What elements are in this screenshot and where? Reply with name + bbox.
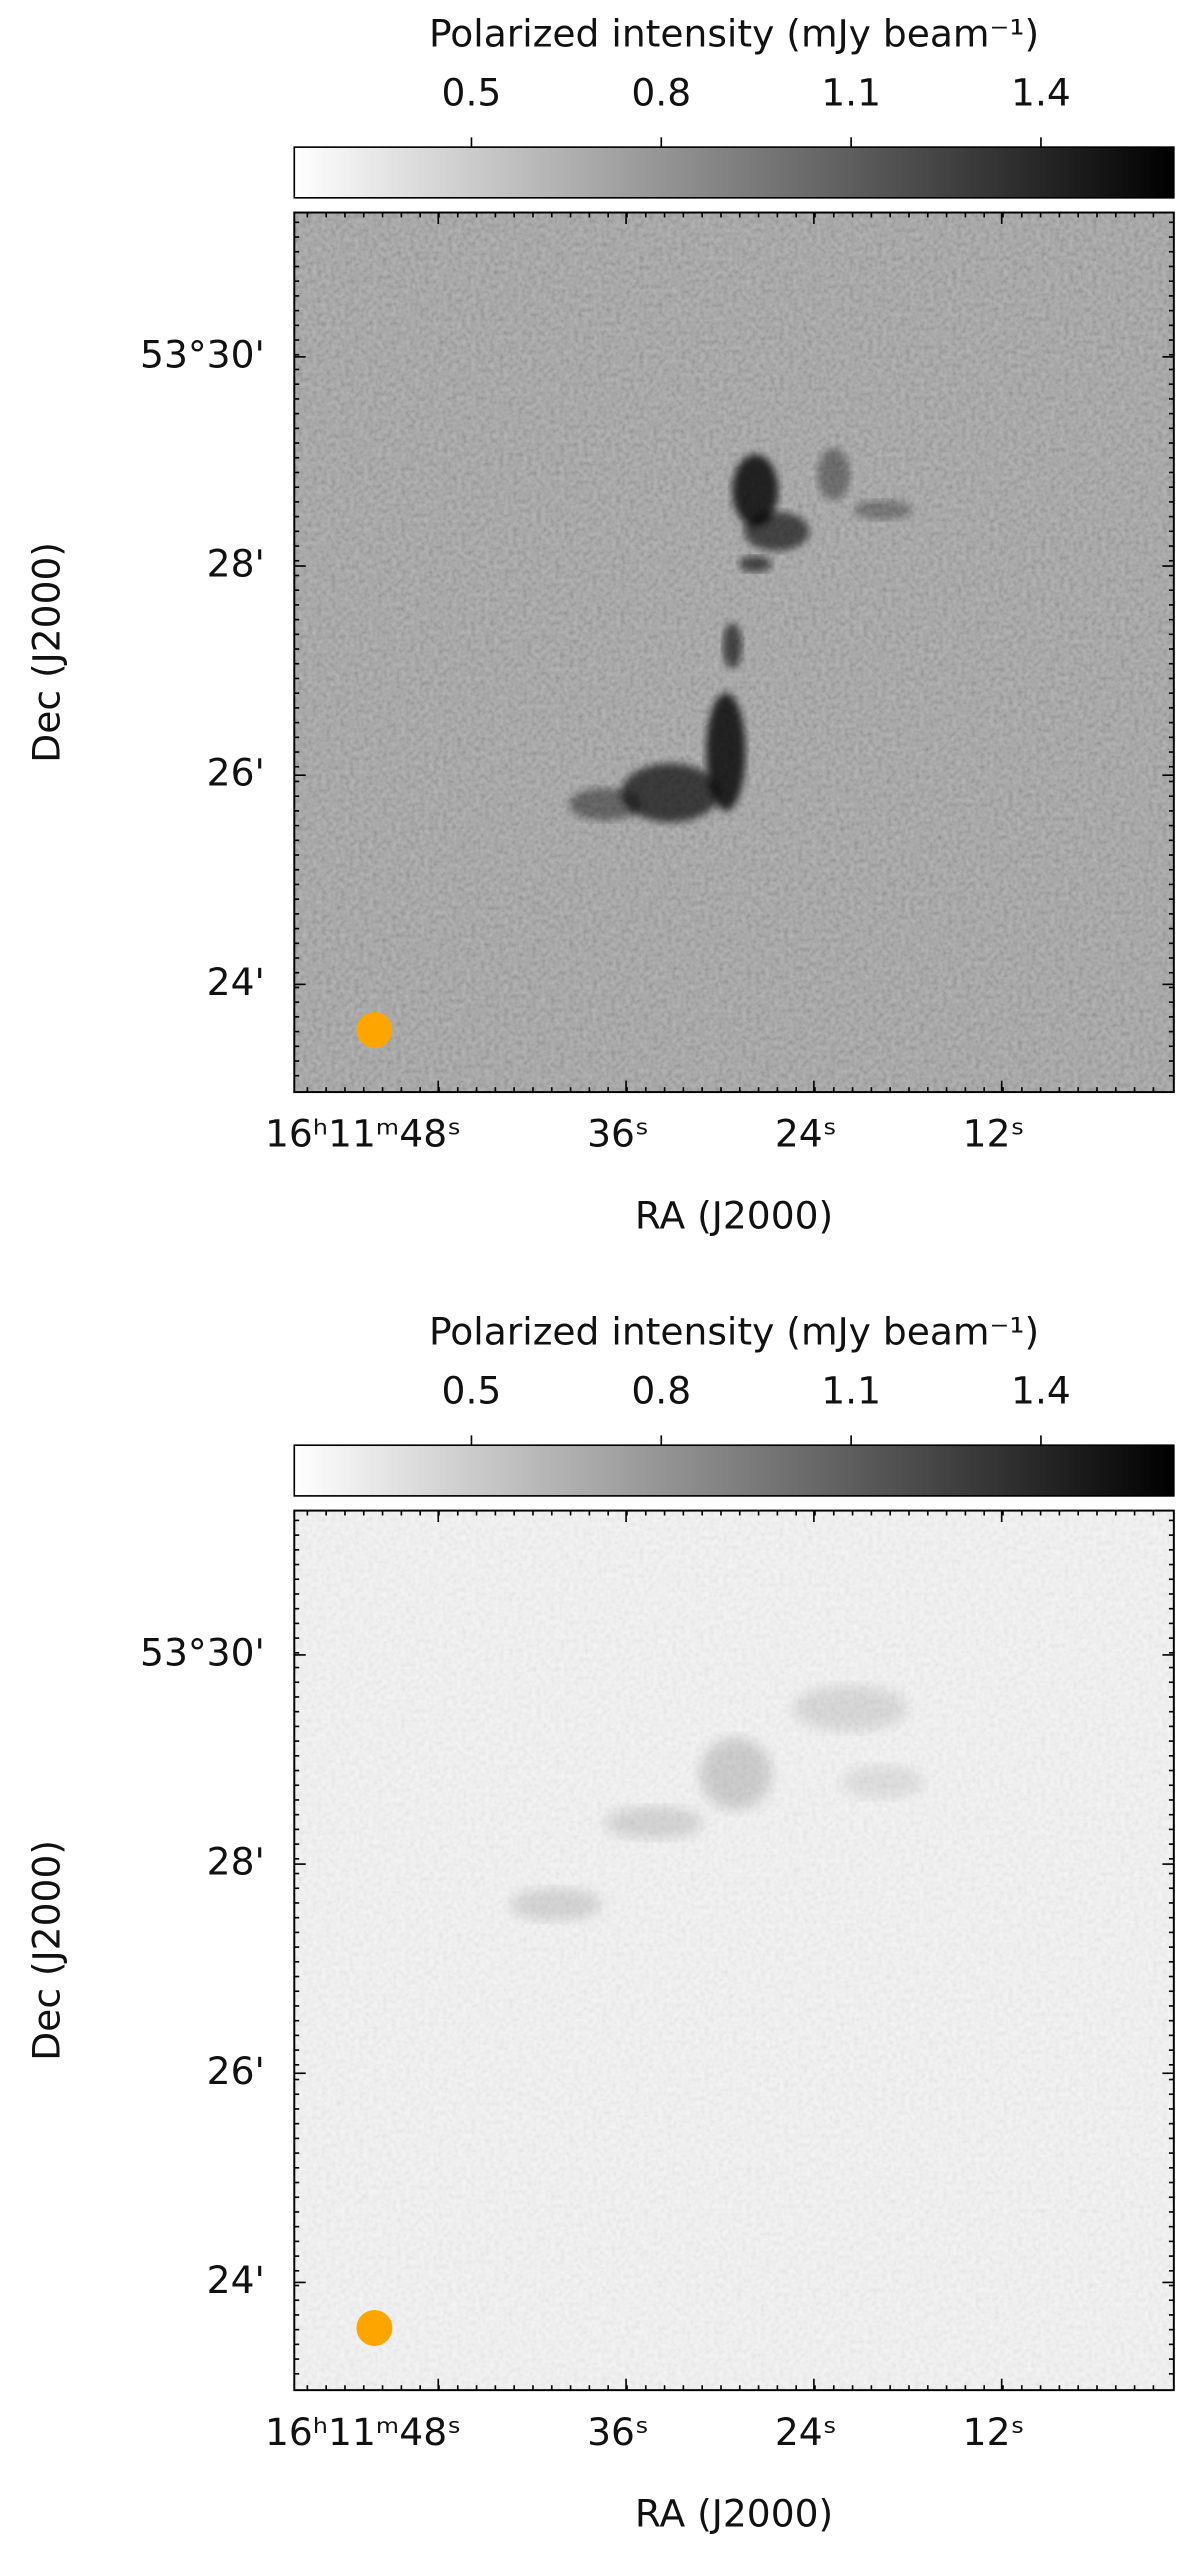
emission <box>732 454 779 527</box>
x-tick-label: 24ˢ <box>775 2410 837 2454</box>
emission <box>853 500 913 520</box>
colorbar-tick-label: 0.5 <box>442 70 502 114</box>
beam <box>356 1011 393 1048</box>
x-tick-label: 12ˢ <box>963 1112 1025 1156</box>
y-tick-label: 53°30' <box>140 332 265 376</box>
x-tick-label: 24ˢ <box>775 1112 837 1156</box>
colorbar <box>293 1444 1175 1497</box>
x-tick-label: 36ˢ <box>587 1112 649 1156</box>
emission <box>510 1888 602 1921</box>
colorbar-tick-label: 1.4 <box>1011 70 1071 114</box>
colorbar-tick-label: 1.1 <box>821 70 881 114</box>
emission <box>817 447 851 501</box>
y-tick-label: 24' <box>207 2258 265 2302</box>
emission <box>699 1737 772 1810</box>
plot-frame <box>293 1509 1175 2392</box>
colorbar-label: Polarized intensity (mJy beam⁻¹) <box>429 11 1039 55</box>
x-tick-label: 12ˢ <box>963 2410 1025 2454</box>
emission <box>568 787 641 821</box>
x-axis-label: RA (J2000) <box>635 2492 833 2536</box>
y-tick-label: 28' <box>207 1840 265 1884</box>
y-tick-label: 26' <box>207 751 265 795</box>
colorbar-tick-label: 0.8 <box>631 70 691 114</box>
y-tick-label: 26' <box>207 2049 265 2093</box>
emission <box>743 511 810 551</box>
y-tick-label: 24' <box>207 960 265 1004</box>
emission <box>722 622 743 669</box>
emission <box>792 1685 908 1732</box>
y-axis-label: Dec (J2000) <box>25 1840 69 2061</box>
y-tick-label: 28' <box>207 542 265 586</box>
x-tick-label: 16ʰ11ᵐ48ˢ <box>265 2410 461 2454</box>
y-axis-label: Dec (J2000) <box>25 542 69 763</box>
y-tick-label: 53°30' <box>140 1630 265 1674</box>
beam <box>356 2310 393 2347</box>
emission <box>738 555 772 573</box>
x-tick-label: 16ʰ11ᵐ48ˢ <box>265 1112 461 1156</box>
x-tick-label: 36ˢ <box>587 2410 649 2454</box>
emission <box>706 693 746 811</box>
colorbar-tick-label: 1.4 <box>1011 1368 1071 1412</box>
x-axis-label: RA (J2000) <box>635 1193 833 1237</box>
emission <box>604 1806 703 1840</box>
colorbar-label: Polarized intensity (mJy beam⁻¹) <box>429 1310 1039 1354</box>
colorbar <box>293 146 1175 199</box>
colorbar-tick-label: 0.5 <box>442 1368 502 1412</box>
colorbar-tick-label: 0.8 <box>631 1368 691 1412</box>
plot-frame <box>293 211 1175 1094</box>
image-noise <box>294 1510 1174 2391</box>
colorbar-tick-label: 1.1 <box>821 1368 881 1412</box>
emission <box>841 1765 924 1799</box>
emission <box>621 763 720 823</box>
